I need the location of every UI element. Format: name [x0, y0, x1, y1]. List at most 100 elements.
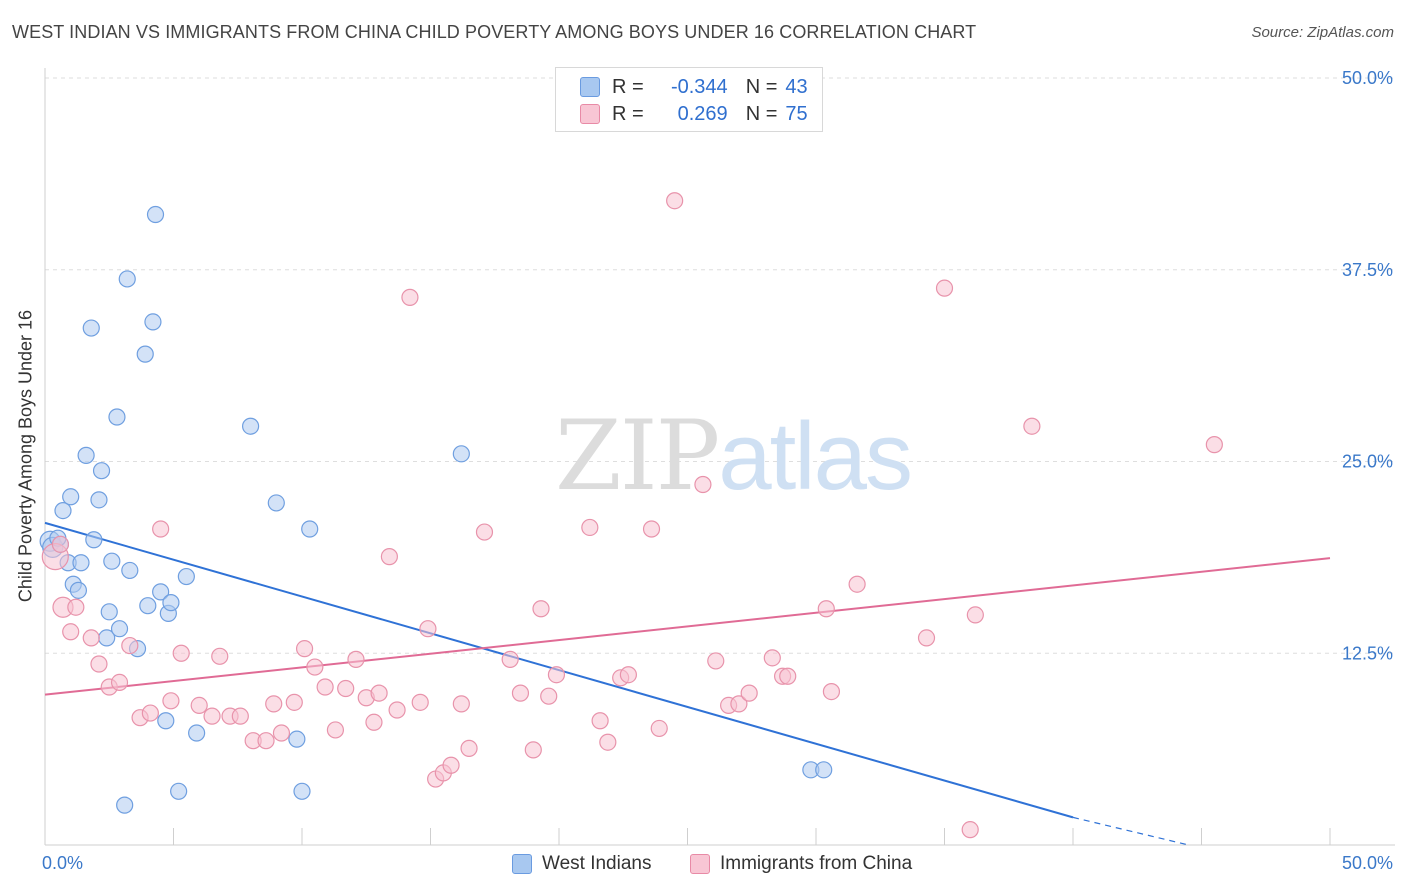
- immigrants-china-point: [619, 666, 637, 684]
- immigrants-china-point: [460, 739, 478, 757]
- immigrants-china-point: [452, 695, 470, 713]
- immigrants-china-point: [650, 719, 668, 738]
- immigrants-china-point: [524, 741, 542, 759]
- immigrants-china-point: [152, 520, 170, 538]
- r-label: R =: [612, 102, 644, 125]
- y-tick-label: 12.5%: [1342, 643, 1393, 663]
- immigrants-china-point: [141, 704, 159, 722]
- axes: [44, 68, 1395, 846]
- legend-swatch-pink: [690, 854, 710, 874]
- immigrants-china-point: [532, 600, 550, 618]
- immigrants-china-point: [388, 701, 406, 719]
- legend-swatch-blue: [512, 854, 532, 874]
- watermark-atlas: atlas: [718, 403, 913, 510]
- correlation-legend: R = -0.344 N = 43 R = 0.269 N = 75: [555, 67, 823, 132]
- immigrants-china-point: [285, 693, 303, 711]
- n-label: N =: [745, 75, 778, 98]
- west-indians-point: [815, 761, 833, 779]
- west-indians-point: [288, 730, 306, 748]
- immigrants-china-point: [1023, 417, 1041, 435]
- west-indians-point: [92, 462, 111, 480]
- y-tick-label: 25.0%: [1342, 452, 1393, 472]
- chart-title: WEST INDIAN VS IMMIGRANTS FROM CHINA CHI…: [12, 22, 977, 42]
- immigrants-china-point: [337, 679, 355, 698]
- immigrants-china-point: [540, 687, 558, 705]
- west-indians-point: [118, 270, 136, 288]
- west-indians-point: [267, 494, 285, 512]
- series-legend-west-indians: West Indians: [512, 851, 651, 877]
- west-indians-point: [177, 567, 195, 586]
- immigrants-china-point: [822, 682, 841, 701]
- grid-lines: [45, 77, 1395, 654]
- west-indians-point: [157, 712, 175, 730]
- immigrants-china-point: [62, 623, 80, 641]
- west-indians-point: [77, 446, 95, 464]
- west-indians-point: [54, 501, 72, 520]
- immigrants-china-point: [642, 520, 661, 538]
- west-indians-point: [242, 417, 260, 435]
- west-indians-point: [103, 552, 121, 570]
- immigrants-china-point: [380, 548, 398, 566]
- n-value: 75: [785, 102, 808, 125]
- west-indians-point: [162, 594, 180, 612]
- n-value: 43: [785, 75, 808, 98]
- immigrants-china-point: [419, 620, 437, 638]
- series-legend-immigrants-china: Immigrants from China: [690, 851, 912, 877]
- immigrants-china-point: [694, 475, 712, 494]
- immigrants-china-point: [935, 279, 954, 297]
- r-value: -0.344: [670, 75, 728, 98]
- immigrants-china-point: [211, 647, 229, 665]
- west-indians-point: [90, 491, 108, 509]
- immigrants-china-point: [581, 518, 599, 537]
- west-indians-point: [82, 319, 100, 337]
- n-label: N =: [745, 102, 778, 125]
- immigrants-china-point: [779, 667, 797, 685]
- immigrants-china-point: [326, 721, 345, 739]
- west-indians-point: [452, 445, 470, 463]
- immigrants-china-point: [547, 666, 566, 684]
- y-axis-label: Child Poverty Among Boys Under 16: [15, 309, 36, 603]
- west-indians-point: [85, 531, 103, 549]
- immigrants-china-point: [203, 707, 221, 725]
- legend-swatch-pink: [580, 104, 600, 124]
- immigrants-china-point: [231, 707, 249, 725]
- legend-row-immigrants-china: R = 0.269 N = 75: [580, 102, 808, 126]
- immigrants-china-point: [475, 523, 494, 541]
- immigrants-china-point: [763, 649, 781, 667]
- immigrants-china-point: [511, 684, 530, 702]
- west-indians-point: [301, 520, 319, 538]
- y-tick-label: 37.5%: [1342, 260, 1393, 280]
- immigrants-china-point: [401, 288, 419, 306]
- immigrants-china-point: [961, 821, 979, 839]
- immigrants-china-point: [316, 678, 334, 696]
- west-indians-point: [116, 796, 134, 814]
- immigrants-china-point: [591, 712, 609, 730]
- trend-lines: [44, 521, 1331, 846]
- immigrants-china-point: [306, 658, 324, 676]
- tick-labels: 12.5% 25.0% 37.5% 50.0% 0.0% 50.0%: [42, 68, 1393, 873]
- immigrants-china-point: [67, 598, 85, 616]
- legend-label: Immigrants from China: [720, 853, 913, 874]
- west-indians-point: [62, 488, 80, 506]
- watermark: ZIPatlas: [555, 400, 913, 512]
- immigrants-china-point: [121, 636, 139, 655]
- r-label: R =: [612, 75, 644, 98]
- west-indians-point: [293, 782, 311, 800]
- immigrants-china-point: [442, 756, 460, 774]
- immigrants-china-point: [740, 684, 758, 702]
- west-indians-point: [170, 782, 188, 800]
- immigrants-china-point: [666, 192, 684, 210]
- x-tick-label: 0.0%: [42, 853, 83, 873]
- immigrants-china-trend-line: [44, 557, 1331, 696]
- west-indians-point: [108, 408, 126, 426]
- immigrants-china-point: [347, 650, 365, 668]
- immigrants-china-point: [365, 713, 383, 731]
- west-indians-point: [152, 583, 170, 601]
- immigrants-china-point: [295, 640, 314, 658]
- west-indians-point: [69, 581, 88, 599]
- immigrants-china-point: [272, 724, 291, 742]
- west-indians-point: [144, 313, 162, 331]
- immigrants-china-point: [599, 733, 617, 751]
- immigrants-china-point: [501, 650, 519, 668]
